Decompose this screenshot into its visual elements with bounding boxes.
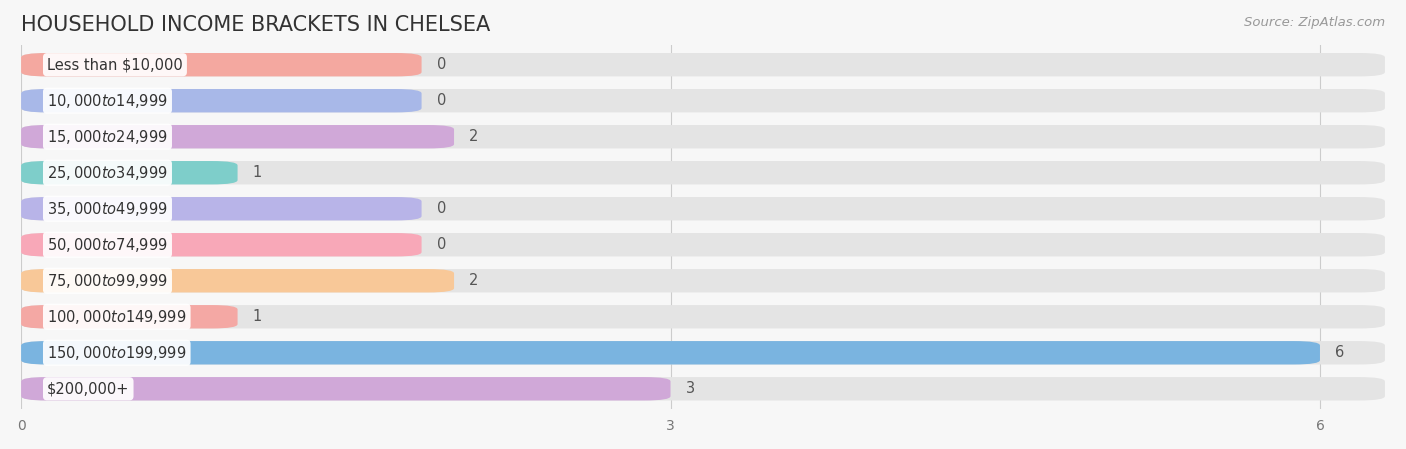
FancyBboxPatch shape	[21, 377, 1385, 401]
FancyBboxPatch shape	[21, 89, 422, 112]
Text: 1: 1	[253, 165, 262, 180]
Text: $10,000 to $14,999: $10,000 to $14,999	[46, 92, 167, 110]
Text: $100,000 to $149,999: $100,000 to $149,999	[46, 308, 187, 326]
FancyBboxPatch shape	[21, 53, 1385, 76]
Text: $50,000 to $74,999: $50,000 to $74,999	[46, 236, 167, 254]
Text: 2: 2	[470, 273, 478, 288]
FancyBboxPatch shape	[21, 233, 422, 256]
Text: 0: 0	[437, 201, 446, 216]
FancyBboxPatch shape	[21, 269, 454, 292]
Text: $75,000 to $99,999: $75,000 to $99,999	[46, 272, 167, 290]
FancyBboxPatch shape	[21, 341, 1385, 365]
Text: 0: 0	[437, 57, 446, 72]
FancyBboxPatch shape	[21, 197, 422, 220]
Text: 1: 1	[253, 309, 262, 324]
Text: 0: 0	[437, 93, 446, 108]
FancyBboxPatch shape	[21, 269, 1385, 292]
Text: Less than $10,000: Less than $10,000	[46, 57, 183, 72]
Text: Source: ZipAtlas.com: Source: ZipAtlas.com	[1244, 16, 1385, 29]
Text: 0: 0	[437, 237, 446, 252]
FancyBboxPatch shape	[21, 89, 1385, 112]
FancyBboxPatch shape	[21, 161, 1385, 185]
Text: $150,000 to $199,999: $150,000 to $199,999	[46, 344, 187, 362]
Text: $35,000 to $49,999: $35,000 to $49,999	[46, 200, 167, 218]
FancyBboxPatch shape	[21, 125, 1385, 149]
Text: HOUSEHOLD INCOME BRACKETS IN CHELSEA: HOUSEHOLD INCOME BRACKETS IN CHELSEA	[21, 15, 491, 35]
Text: 6: 6	[1336, 345, 1344, 360]
Text: 2: 2	[470, 129, 478, 144]
FancyBboxPatch shape	[21, 233, 1385, 256]
Text: $200,000+: $200,000+	[46, 381, 129, 396]
FancyBboxPatch shape	[21, 377, 671, 401]
FancyBboxPatch shape	[21, 197, 1385, 220]
Text: 3: 3	[686, 381, 695, 396]
FancyBboxPatch shape	[21, 161, 238, 185]
Text: $25,000 to $34,999: $25,000 to $34,999	[46, 164, 167, 182]
Text: $15,000 to $24,999: $15,000 to $24,999	[46, 128, 167, 146]
FancyBboxPatch shape	[21, 305, 238, 329]
FancyBboxPatch shape	[21, 341, 1320, 365]
FancyBboxPatch shape	[21, 305, 1385, 329]
FancyBboxPatch shape	[21, 125, 454, 149]
FancyBboxPatch shape	[21, 53, 422, 76]
